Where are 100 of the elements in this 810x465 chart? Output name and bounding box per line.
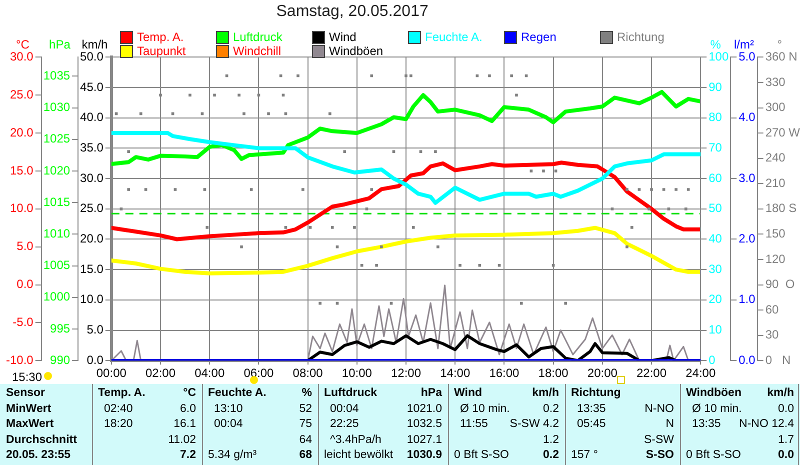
y-axis-title: km/h: [82, 38, 108, 52]
y2-tick-label: 2.0: [738, 232, 756, 246]
y-tick-label: 40.0: [80, 110, 104, 124]
text: Wind: [454, 386, 482, 400]
y3-tick-label: 995: [50, 321, 70, 336]
text: 13:10: [214, 402, 243, 416]
y2-tick-label: 0.0: [16, 277, 34, 292]
x-tick-label: 18:00: [538, 366, 569, 380]
text: Durchschnitt: [6, 432, 77, 446]
text: 0 Bft S-SO: [454, 448, 509, 462]
y-tick-label: 10.0: [80, 292, 104, 306]
y3-tick-label: 1020: [43, 163, 70, 178]
y3-tick-label: 1005: [43, 258, 70, 272]
text: ^3.4hPa/h: [330, 432, 382, 446]
y3-tick-label: 1010: [43, 226, 70, 240]
text: 6.0: [180, 402, 196, 416]
text: 00:04: [214, 417, 243, 431]
y2-tick-label: 25.0: [10, 87, 34, 102]
y2-tick-label: -5.0: [12, 314, 34, 329]
x-tick-label: 16:00: [489, 366, 520, 380]
y-tick-label: 25.0: [80, 201, 104, 216]
y-tick-label: 90: [708, 80, 722, 94]
x-tick-label: 24:00: [686, 366, 716, 380]
text: 1032.5: [406, 417, 442, 431]
y-tick-label: 15.0: [80, 262, 104, 276]
y2-tick-label: 3.0: [738, 170, 756, 185]
y3-tick-label: 240: [765, 150, 786, 165]
x-tick-label: 10:00: [342, 366, 372, 380]
legend-label: Temp. A.: [137, 30, 184, 44]
y2-axis-title: °C: [16, 38, 30, 52]
text: MaxWert: [6, 417, 54, 431]
text: 0.2: [543, 402, 559, 416]
y3-tick-label: 360 N: [765, 50, 798, 64]
y-tick-label: 35.0: [80, 140, 104, 155]
text: 7.2: [180, 448, 196, 462]
y2-tick-label: 4.0: [738, 110, 756, 124]
text: 0.2: [543, 448, 559, 462]
text: 1021.0: [406, 402, 442, 416]
y3-tick-label: 1015: [43, 194, 70, 209]
y3-tick-label: 330: [765, 74, 786, 89]
text: Windböen: [686, 386, 742, 400]
y-tick-label: 30: [708, 262, 722, 276]
y-tick-label: 40: [708, 232, 722, 246]
y2-tick-label: -10.0: [6, 352, 34, 367]
text: S-SW 4.2: [510, 417, 559, 431]
text: Richtung: [571, 386, 621, 400]
legend-label: Wind: [329, 30, 356, 44]
text: 00:04: [330, 402, 359, 416]
legend-label: Feuchte A.: [425, 30, 482, 44]
y3-tick-label: 300: [765, 100, 786, 114]
x-tick-label: 08:00: [292, 366, 324, 380]
text: 16.1: [174, 417, 196, 431]
y2-tick-label: 15.0: [10, 163, 34, 178]
legend-label: Richtung: [617, 30, 664, 44]
y2-axis-title: l/m²: [734, 38, 754, 52]
y-tick-label: 60: [708, 170, 722, 185]
y3-tick-label: 180 S: [765, 201, 797, 216]
text: S-SW: [644, 432, 674, 446]
y3-axis-title: °: [777, 38, 782, 52]
text: 64: [299, 432, 312, 446]
legend-label: Windböen: [329, 44, 384, 58]
text: 22:25: [330, 417, 359, 431]
y3-tick-label: 990: [50, 352, 70, 367]
text: N-NO: [644, 402, 674, 416]
y3-tick-label: 1025: [43, 132, 70, 146]
y3-axis-title: hPa: [49, 38, 71, 52]
text: 1.2: [543, 432, 559, 446]
x-tick-label: 04:00: [194, 366, 225, 380]
text: N-NO 12.4: [739, 417, 794, 431]
y-tick-label: 70: [708, 140, 722, 155]
x-tick-label: 02:00: [145, 366, 176, 380]
y-tick-label: 5.0: [86, 322, 104, 337]
text: 15:30: [12, 370, 42, 384]
y2-tick-label: 20.0: [10, 125, 34, 140]
text: Ø 10 min.: [460, 402, 510, 416]
y3-tick-label: 210: [765, 176, 786, 190]
y-tick-label: 45.0: [80, 80, 104, 94]
text: 1027.1: [406, 432, 442, 446]
y3-tick-label: 1035: [43, 68, 70, 82]
text: 13:35: [577, 402, 606, 416]
text: Ø 10 min.: [692, 402, 742, 416]
legend-label: Regen: [521, 30, 556, 44]
y-tick-label: 0: [708, 352, 716, 367]
text: hPa: [420, 386, 442, 400]
text: 0.0: [778, 448, 794, 462]
text: 1.7: [778, 432, 794, 446]
text: 75: [299, 417, 312, 431]
y3-tick-label: 0 N: [765, 352, 791, 367]
y2-tick-label: 0.0: [738, 352, 756, 367]
y-axis-title: %: [710, 38, 722, 52]
x-tick-label: 06:00: [244, 366, 274, 380]
y-tick-label: 30.0: [80, 170, 104, 185]
text: km/h: [767, 386, 794, 400]
text: 02:40: [104, 402, 133, 416]
y-tick-label: 0.0: [86, 352, 104, 367]
text: km/h: [532, 386, 559, 400]
text: Luftdruck: [324, 386, 378, 400]
text: 0 Bft S-SO: [686, 448, 741, 462]
y2-tick-label: 30.0: [10, 50, 34, 64]
text: Sensor: [6, 386, 45, 400]
